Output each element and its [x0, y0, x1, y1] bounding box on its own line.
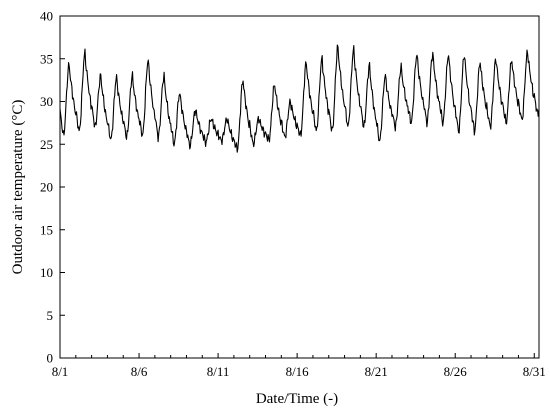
x-tick-label: 8/26: [444, 364, 468, 379]
x-tick-label: 8/21: [365, 364, 388, 379]
x-tick-label: 8/6: [131, 364, 148, 379]
y-axis-title: Outdoor air temperature (°C): [10, 100, 26, 275]
y-tick-label: 0: [47, 351, 54, 366]
x-axis: 8/1 8/6 8/11 8/16 8/21 8/26 8/31: [52, 353, 546, 379]
plot-frame: [59, 15, 540, 359]
x-tick-label: 8/11: [207, 364, 230, 379]
y-tick-label: 30: [40, 94, 53, 109]
y-tick-label: 10: [40, 265, 53, 280]
y-tick-label: 5: [47, 308, 54, 323]
x-tick-label: 8/1: [52, 364, 69, 379]
y-axis: 0 5 10 15 20 25 30 35 40: [40, 9, 65, 366]
y-tick-label: 20: [40, 180, 53, 195]
x-axis-title: Date/Time (-): [256, 391, 338, 407]
y-tick-label: 15: [40, 222, 53, 237]
x-tick-label: 8/31: [523, 364, 546, 379]
y-tick-label: 40: [40, 9, 53, 24]
temperature-series-line: [59, 44, 540, 153]
y-tick-label: 35: [40, 51, 53, 66]
x-tick-label: 8/16: [286, 364, 310, 379]
y-tick-label: 25: [40, 137, 53, 152]
